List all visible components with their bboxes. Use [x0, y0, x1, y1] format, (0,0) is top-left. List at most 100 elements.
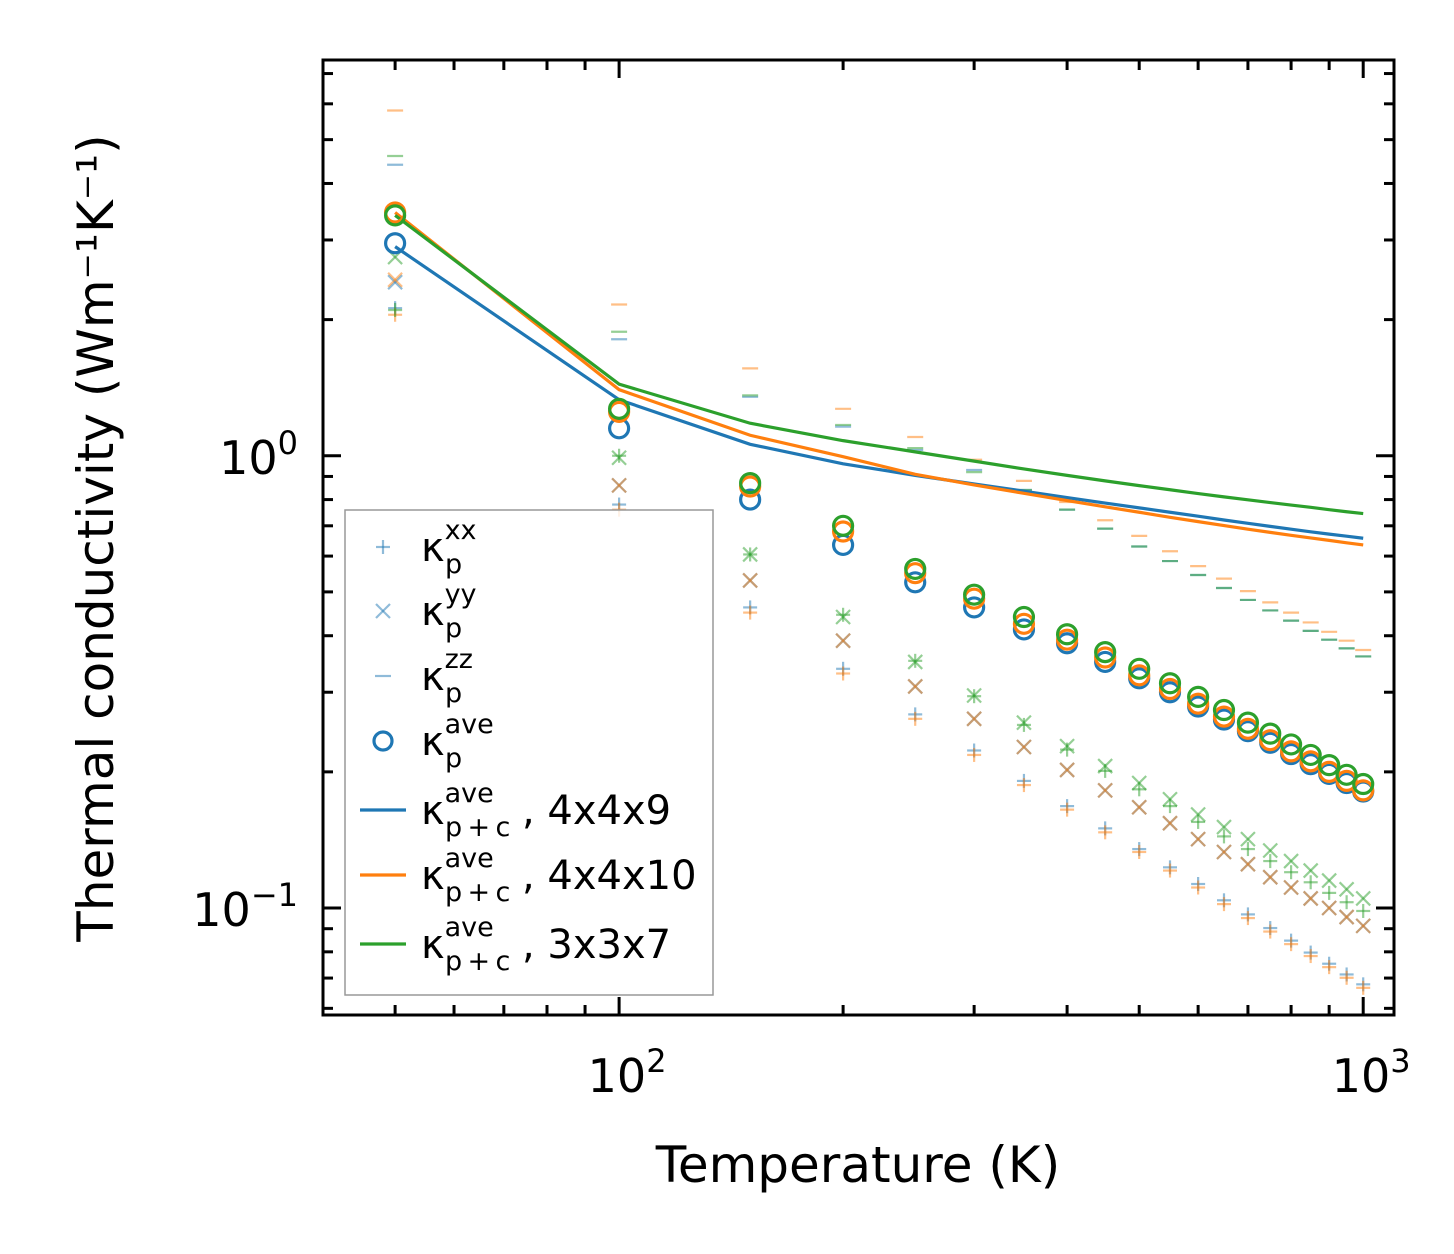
kave-point-3x3x7 [608, 397, 631, 420]
kave-point-4x4x10 [1236, 717, 1260, 740]
kyy-point-4x4x10 [966, 711, 982, 727]
axis-ticks: 102 103 10−1 100 [192, 60, 1411, 1103]
legend-label: κave p [421, 709, 494, 774]
kave-point-3x3x7 [1158, 672, 1182, 695]
kxx-point-4x4x10 [836, 666, 851, 681]
kave-point-3x3x7 [1094, 641, 1117, 664]
kxx-point-4x4x10 [1098, 825, 1113, 840]
x-b [387, 274, 403, 290]
kxx-point-3x3x7 [1132, 782, 1147, 797]
x-b [966, 687, 982, 704]
kxx-point-4x4x10 [1339, 970, 1354, 985]
kyy-point-3x3x7 [1097, 758, 1113, 774]
kyy-point-4x4x10 [1302, 890, 1319, 907]
kave-point-4x4x10 [1259, 729, 1282, 752]
kxx-point-4x4x10 [1284, 937, 1299, 952]
kyy-point-3x3x7 [1190, 806, 1206, 823]
kxx-point-3x3x7 [1163, 799, 1178, 814]
data-points [384, 109, 1375, 995]
kyy-point-3x3x7 [1131, 775, 1147, 791]
kxx-point-3x3x7 [1216, 829, 1231, 844]
kxx-point-3x3x7 [1016, 717, 1031, 732]
legend-label: κave p + c, 4x4x9 [421, 778, 671, 843]
kyy-point-3x3x7 [1262, 842, 1279, 859]
kave-point-4x4x10 [1212, 705, 1236, 728]
x-b [1302, 862, 1319, 879]
x-axis-label: Temperature (K) [655, 1136, 1060, 1194]
x-b [1190, 831, 1206, 847]
x-b [1240, 856, 1256, 872]
kyy-point-4x4x10 [1059, 762, 1075, 778]
kyy-point-3x3x7 [1240, 831, 1256, 847]
kyy-point-3x3x7 [907, 654, 923, 670]
kyy-point-4x4x10 [1016, 739, 1032, 755]
x-b [1059, 738, 1075, 754]
kyy-point-3x3x7 [742, 546, 758, 563]
kyy-point-3x3x7 [1321, 872, 1337, 889]
kxx-point-3x3x7 [388, 303, 403, 318]
x-b [742, 572, 758, 589]
kave-point-3x3x7 [1055, 623, 1079, 646]
x-b [907, 654, 923, 670]
kxx-point-3x3x7 [1191, 814, 1206, 829]
x-b [1283, 879, 1299, 896]
x-b [1190, 806, 1206, 823]
kave-point-4x4x10 [1187, 692, 1210, 715]
kave-point-3x3x7 [1236, 711, 1260, 734]
kxx-point-3x3x7 [1322, 885, 1337, 900]
x-b [1131, 799, 1147, 816]
kxx-point-4x4x10 [908, 711, 923, 726]
kyy-point-3x3x7 [966, 687, 982, 704]
legend-label: κxx p [421, 515, 477, 580]
x-b [1097, 782, 1113, 799]
legend-label: κave p + c, 3x3x7 [421, 912, 671, 977]
kxx-point-4x4x10 [1216, 897, 1231, 912]
kyy-point-4x4x10 [1338, 909, 1355, 925]
kxx-point-3x3x7 [1284, 865, 1299, 880]
kave-point-3x3x7 [1187, 685, 1210, 708]
kyy-point-4x4x10 [907, 678, 923, 695]
kxx-point-4x4x10 [1016, 778, 1031, 793]
kave-point-4x4x10 [1352, 779, 1375, 802]
kpc-line-4x4x10 [394, 211, 1364, 547]
kave-point-3x3x7 [1335, 763, 1358, 786]
kave-point-3x3x7 [1128, 657, 1151, 680]
x-b [1283, 853, 1299, 869]
legend-label: κave p + c, 4x4x10 [421, 843, 697, 908]
kyy-point-3x3x7 [1016, 714, 1032, 731]
kyy-point-4x4x10 [1162, 815, 1178, 831]
x-b [1240, 831, 1256, 847]
x-b [1321, 872, 1337, 889]
x-b [1338, 909, 1355, 925]
kyy-point-4x4x10 [1262, 869, 1279, 885]
kave-point-4x4x9 [384, 232, 407, 255]
kyy-point-3x3x7 [1059, 738, 1075, 754]
kxx-point-3x3x7 [836, 607, 851, 622]
kave-point-3x3x7 [1299, 743, 1322, 767]
kxx-point-3x3x7 [1356, 903, 1371, 918]
kyy-point-3x3x7 [1216, 819, 1232, 835]
kave-point-3x3x7 [739, 472, 762, 495]
kave-point-4x4x10 [1012, 612, 1036, 635]
kxx-point-4x4x10 [1191, 880, 1206, 895]
kyy-point-4x4x10 [1355, 918, 1371, 934]
kxx-point-3x3x7 [1303, 875, 1318, 890]
kave-point-3x3x7 [1279, 733, 1303, 756]
kyy-point-4x4x10 [742, 572, 758, 589]
x-b [907, 678, 923, 695]
x-b [1216, 844, 1232, 860]
kave-point-3x3x7 [1352, 772, 1375, 796]
plot-frame [321, 58, 1396, 1017]
x-b [1097, 758, 1113, 774]
y-axis-label: Thermal conductivity (Wm⁻¹K⁻¹) [67, 134, 125, 942]
kave-point-3x3x7 [1212, 698, 1236, 722]
kpc-line-4x4x9 [394, 245, 1364, 540]
kxx-point-4x4x10 [1240, 911, 1255, 926]
kave-point-4x4x10 [1128, 664, 1151, 687]
x-b [1162, 791, 1178, 807]
kyy-point-3x3x7 [1355, 890, 1371, 907]
kyy-point-4x4x10 [1131, 799, 1147, 816]
kyy-point-3x3x7 [835, 609, 851, 625]
x-b [387, 271, 403, 288]
